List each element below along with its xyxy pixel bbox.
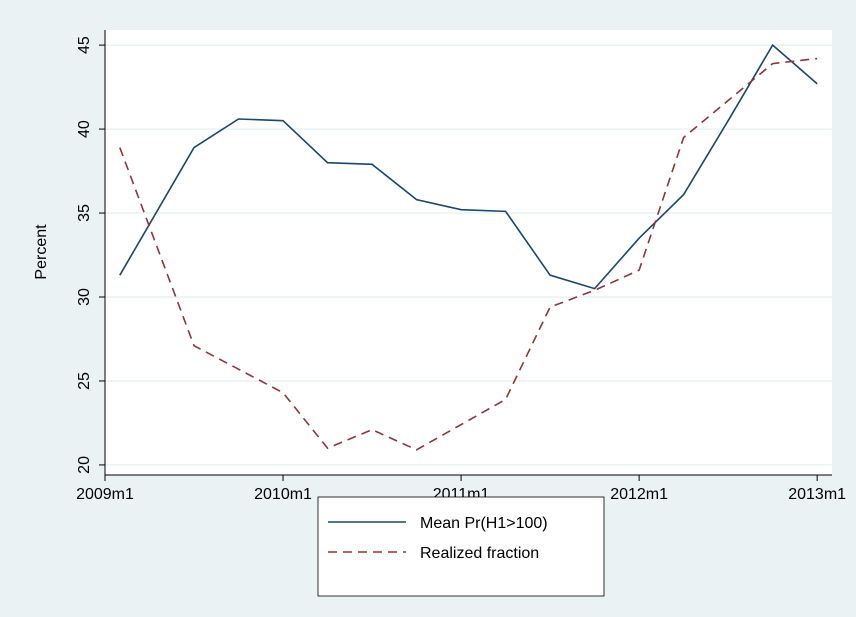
plot-area (105, 30, 832, 475)
y-tick-label: 20 (76, 456, 93, 474)
legend-label: Realized fraction (420, 545, 539, 562)
y-axis-label: Percent (33, 224, 50, 280)
y-tick-label: 30 (76, 288, 93, 306)
series-line (119, 43, 818, 290)
y-tick-label: 45 (76, 36, 93, 54)
y-tick-label: 25 (76, 372, 93, 390)
y-tick-label: 40 (76, 120, 93, 138)
x-tick-label: 2009m1 (76, 486, 134, 503)
series-line (119, 57, 818, 451)
y-tick-label: 35 (76, 204, 93, 222)
x-tick-label: 2010m1 (254, 486, 312, 503)
x-tick-label: 2013m1 (788, 486, 846, 503)
x-tick-label: 2012m1 (610, 486, 668, 503)
legend-label: Mean Pr(H1>100) (420, 515, 548, 532)
legend-box (317, 496, 605, 597)
